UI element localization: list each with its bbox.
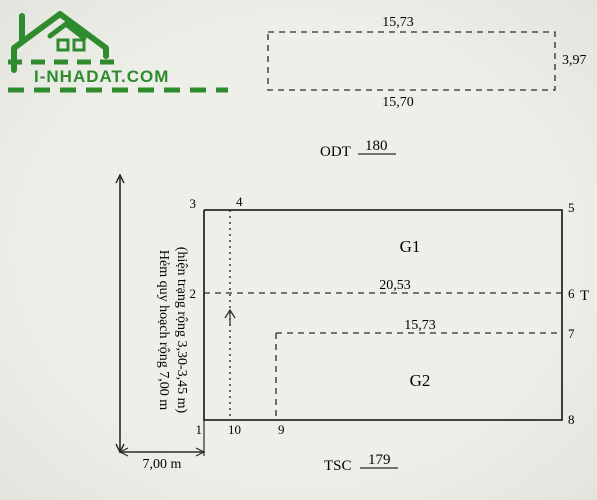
pt7: 7 [568,326,575,341]
svg-text:ODT: ODT [320,144,351,160]
pt6: 6 [568,286,575,301]
pt2: 2 [190,286,197,301]
svg-text:TSC: TSC [324,458,352,474]
g1-label: G1 [400,237,421,256]
tsc-label: TSC 179 [324,452,398,474]
upper-parcel: 15,73 15,70 3,97 [268,15,587,110]
pt8: 8 [568,412,575,427]
pt9: 9 [278,422,285,437]
pt3: 3 [190,196,197,211]
seven-meter-dim: 7,00 m [120,420,204,472]
g2-label: G2 [410,371,431,390]
svg-text:179: 179 [368,452,391,468]
pt5: 5 [568,200,575,215]
pt10: 10 [228,422,241,437]
pt1: 1 [196,422,203,437]
svg-text:180: 180 [365,138,388,154]
upper-right-dim: 3,97 [562,53,587,68]
alley-note: Hẻm quy hoạch rộng 7,00 m (hiện trạng rộ… [156,247,189,414]
svg-text:Hẻm quy hoạch rộng 7,00 m: Hẻm quy hoạch rộng 7,00 m [156,250,171,410]
midline-dim: 20,53 [379,278,411,293]
upper-bottom-dim: 15,70 [382,95,414,110]
odt-label: ODT 180 [320,138,396,160]
pt4: 4 [236,194,243,209]
upper-top-dim: 15,73 [382,15,414,30]
right-t: T [580,288,589,304]
survey-diagram: 15,73 15,70 3,97 ODT 180 Hẻm quy hoạch r… [0,0,597,500]
subline-dim: 15,73 [404,318,436,333]
svg-text:(hiện trạng rộng 3,30-3,45 m): (hiện trạng rộng 3,30-3,45 m) [174,247,189,414]
main-parcel: 20,53 15,73 G1 G2 T 3 4 5 6 7 8 2 1 10 9 [190,194,590,437]
svg-text:7,00 m: 7,00 m [143,457,182,472]
